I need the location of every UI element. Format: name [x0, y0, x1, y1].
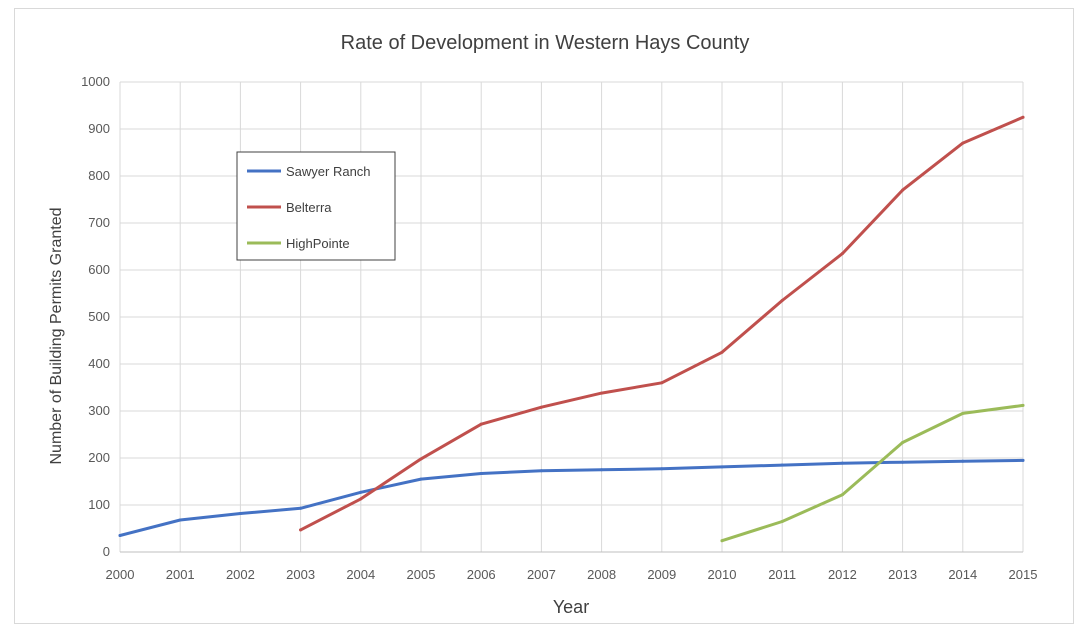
x-tick-label: 2015: [1009, 567, 1038, 582]
x-tick-label: 2013: [888, 567, 917, 582]
data-point: [600, 391, 604, 395]
x-tick-label: 2014: [948, 567, 977, 582]
x-axis-label: Year: [553, 597, 589, 617]
y-tick-label: 900: [88, 121, 110, 136]
data-point: [479, 422, 483, 426]
data-point: [961, 411, 965, 415]
data-point: [780, 299, 784, 303]
y-tick-label: 100: [88, 497, 110, 512]
data-point: [780, 519, 784, 523]
data-point: [118, 534, 122, 538]
data-point: [479, 472, 483, 476]
data-point: [660, 467, 664, 471]
data-point: [299, 506, 303, 510]
y-tick-label: 300: [88, 403, 110, 418]
legend: Sawyer Ranch Belterra HighPointe: [236, 151, 396, 261]
data-point: [1021, 458, 1025, 462]
data-point: [419, 457, 423, 461]
x-tick-label: 2006: [467, 567, 496, 582]
data-point: [780, 463, 784, 467]
series-line-sawyer-ranch: [118, 458, 1025, 537]
y-tick-label: 200: [88, 450, 110, 465]
x-tick-label: 2009: [647, 567, 676, 582]
legend-label: HighPointe: [286, 236, 350, 251]
legend-label: Sawyer Ranch: [286, 164, 371, 179]
data-point: [660, 381, 664, 385]
x-tick-label: 2012: [828, 567, 857, 582]
x-tick-label: 2003: [286, 567, 315, 582]
x-tick-label: 2001: [166, 567, 195, 582]
y-axis-ticks: 0 100 200 300 400 500 600 700 800 900 1000: [81, 74, 110, 559]
series-lines: [118, 115, 1025, 543]
data-point: [961, 459, 965, 463]
x-tick-label: 2010: [708, 567, 737, 582]
data-point: [961, 141, 965, 145]
x-tick-label: 2011: [768, 567, 796, 582]
data-point: [178, 518, 182, 522]
data-point: [720, 465, 724, 469]
data-point: [1021, 403, 1025, 407]
data-point: [840, 493, 844, 497]
data-point: [901, 440, 905, 444]
data-point: [359, 497, 363, 501]
data-point: [901, 460, 905, 464]
chart-frame: Rate of Development in Western Hays Coun…: [14, 8, 1074, 624]
x-tick-label: 2000: [106, 567, 135, 582]
x-tick-label: 2005: [407, 567, 436, 582]
x-tick-label: 2004: [346, 567, 375, 582]
x-tick-label: 2002: [226, 567, 255, 582]
y-tick-label: 800: [88, 168, 110, 183]
y-tick-label: 700: [88, 215, 110, 230]
data-point: [901, 188, 905, 192]
series-line-highpointe: [720, 403, 1025, 543]
data-point: [299, 528, 303, 532]
data-point: [238, 511, 242, 515]
data-point: [600, 468, 604, 472]
data-point: [720, 350, 724, 354]
data-point: [840, 252, 844, 256]
legend-label: Belterra: [286, 200, 332, 215]
data-point: [539, 405, 543, 409]
y-tick-label: 1000: [81, 74, 110, 89]
x-tick-label: 2007: [527, 567, 556, 582]
data-point: [840, 461, 844, 465]
gridlines: [119, 81, 1024, 553]
y-tick-label: 0: [103, 544, 110, 559]
y-tick-label: 600: [88, 262, 110, 277]
data-point: [359, 490, 363, 494]
x-axis-ticks: 2000 2001 2002 2003 2004 2005 2006 2007 2008 2009…: [106, 567, 1038, 582]
data-point: [720, 539, 724, 543]
chart-title: Rate of Development in Western Hays Coun…: [341, 32, 750, 54]
y-tick-label: 400: [88, 356, 110, 371]
x-tick-label: 2008: [587, 567, 616, 582]
y-axis-label: Number of Building Permits Granted: [48, 208, 65, 465]
data-point: [419, 477, 423, 481]
y-tick-label: 500: [88, 309, 110, 324]
data-point: [539, 469, 543, 473]
line-chart: Rate of Development in Western Hays Coun…: [48, 32, 1038, 617]
data-point: [1021, 115, 1025, 119]
